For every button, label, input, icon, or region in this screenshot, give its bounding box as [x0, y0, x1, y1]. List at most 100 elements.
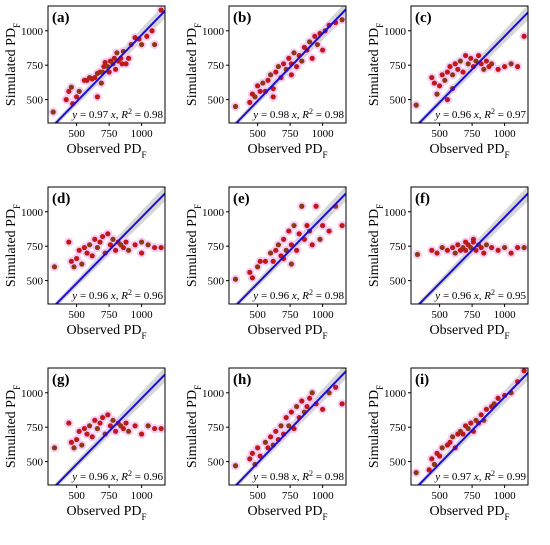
x-tick-label: 1000	[131, 490, 154, 502]
data-point	[439, 445, 445, 451]
x-axis-label-main: Observed PD	[247, 504, 322, 519]
data-point	[123, 61, 129, 67]
y-axis-label-sub: F	[375, 23, 385, 28]
data-point	[460, 69, 466, 75]
data-point	[94, 244, 100, 251]
data-point	[460, 431, 466, 437]
data-point	[299, 203, 305, 209]
data-point	[158, 7, 164, 13]
x-tick-label: 1000	[131, 309, 154, 321]
y-tick-label: 750	[27, 60, 44, 72]
data-point	[149, 28, 155, 34]
x-tick-label: 500	[431, 309, 448, 321]
data-point	[413, 470, 419, 476]
annotation-r: R	[120, 290, 128, 302]
data-point	[291, 222, 297, 229]
annotation-val: = 0.99	[495, 471, 526, 483]
data-point	[278, 423, 284, 429]
data-point	[339, 401, 345, 407]
fit-annotation: y = 0.96 x, R2 = 0.95	[434, 288, 526, 303]
x-axis-label-sub: F	[142, 331, 147, 341]
x-tick-label: 500	[68, 128, 85, 140]
y-tick-label: 1000	[202, 26, 225, 38]
x-axis-label-main: Observed PD	[66, 323, 141, 338]
x-axis-label: Observed PDF	[429, 504, 509, 522]
data-point	[457, 58, 463, 64]
annotation-sep: ,	[116, 290, 122, 302]
y-axis-label-sub: F	[375, 204, 385, 209]
annotation-y: y	[434, 471, 440, 483]
data-point	[465, 61, 471, 67]
data-point	[120, 244, 126, 251]
y-axis-label-main: Simulated PD	[185, 390, 200, 468]
y-axis-label-main: Simulated PD	[367, 28, 382, 106]
data-point	[87, 242, 93, 248]
data-point	[304, 222, 310, 229]
data-point	[452, 250, 458, 256]
annotation-x: x	[110, 290, 116, 302]
annotation-y: y	[71, 109, 77, 121]
panel-label: (i)	[415, 372, 429, 388]
data-point	[281, 61, 287, 67]
annotation-eq: = 0.96	[258, 290, 292, 302]
data-point	[309, 55, 315, 61]
annotation-r: R	[483, 290, 491, 302]
y-axis-label-main: Simulated PD	[4, 209, 19, 287]
data-point	[97, 239, 103, 245]
data-point	[489, 61, 495, 67]
y-axis-label: Simulated PDF	[4, 204, 22, 287]
data-point	[468, 420, 474, 426]
data-point	[414, 251, 421, 258]
data-point	[478, 244, 484, 251]
data-point	[100, 414, 106, 421]
annotation-sup: 2	[128, 288, 132, 297]
data-point	[123, 420, 129, 426]
data-point	[262, 439, 268, 445]
data-point	[489, 244, 495, 251]
annotation-x: x	[110, 471, 116, 483]
panel-label: (f)	[415, 191, 430, 207]
data-point	[265, 445, 271, 451]
plot-area	[411, 368, 528, 485]
data-point	[51, 264, 58, 270]
data-point	[270, 258, 276, 264]
panel-i: 500 500 750 750 1000 1000 (i) y = 0.97 x, R2 = …	[367, 367, 529, 522]
data-point	[66, 88, 72, 94]
annotation-r: R	[120, 109, 128, 121]
data-point	[515, 63, 521, 70]
annotation-r: R	[120, 471, 128, 483]
panel-f: 500 500 750 750 1000 1000 (f) y = 0.96 x, R2 = …	[367, 186, 529, 341]
annotation-x: x	[473, 471, 479, 483]
data-point	[94, 425, 100, 432]
y-tick-label: 1000	[21, 26, 44, 38]
data-point	[113, 66, 119, 72]
data-point	[442, 77, 448, 83]
data-point	[158, 425, 164, 432]
data-point	[132, 242, 138, 248]
annotation-sup: 2	[309, 288, 313, 297]
annotation-y: y	[252, 290, 258, 302]
data-point	[470, 236, 476, 242]
data-point	[260, 80, 266, 86]
annotation-sup: 2	[491, 288, 495, 297]
data-point	[463, 52, 469, 59]
data-point	[296, 231, 302, 237]
data-point	[255, 83, 261, 89]
fit-annotation: y = 0.96 x, R2 = 0.96	[71, 469, 163, 484]
data-point	[50, 109, 56, 115]
data-point	[317, 236, 323, 242]
plot-frame	[410, 5, 529, 124]
annotation-val: = 0.98	[132, 109, 163, 121]
data-point	[79, 442, 85, 448]
x-axis-label-sub: F	[142, 512, 147, 522]
x-tick-label: 500	[249, 309, 266, 321]
plot-frame	[228, 367, 347, 486]
data-point	[273, 428, 279, 434]
data-point	[123, 239, 129, 245]
fit-annotation: y = 0.97 x, R2 = 0.98	[71, 107, 163, 122]
plot-frame	[228, 5, 347, 124]
plot-area	[49, 187, 165, 304]
data-point	[111, 55, 117, 61]
data-point	[434, 91, 440, 97]
x-axis-label-main: Observed PD	[429, 142, 504, 157]
